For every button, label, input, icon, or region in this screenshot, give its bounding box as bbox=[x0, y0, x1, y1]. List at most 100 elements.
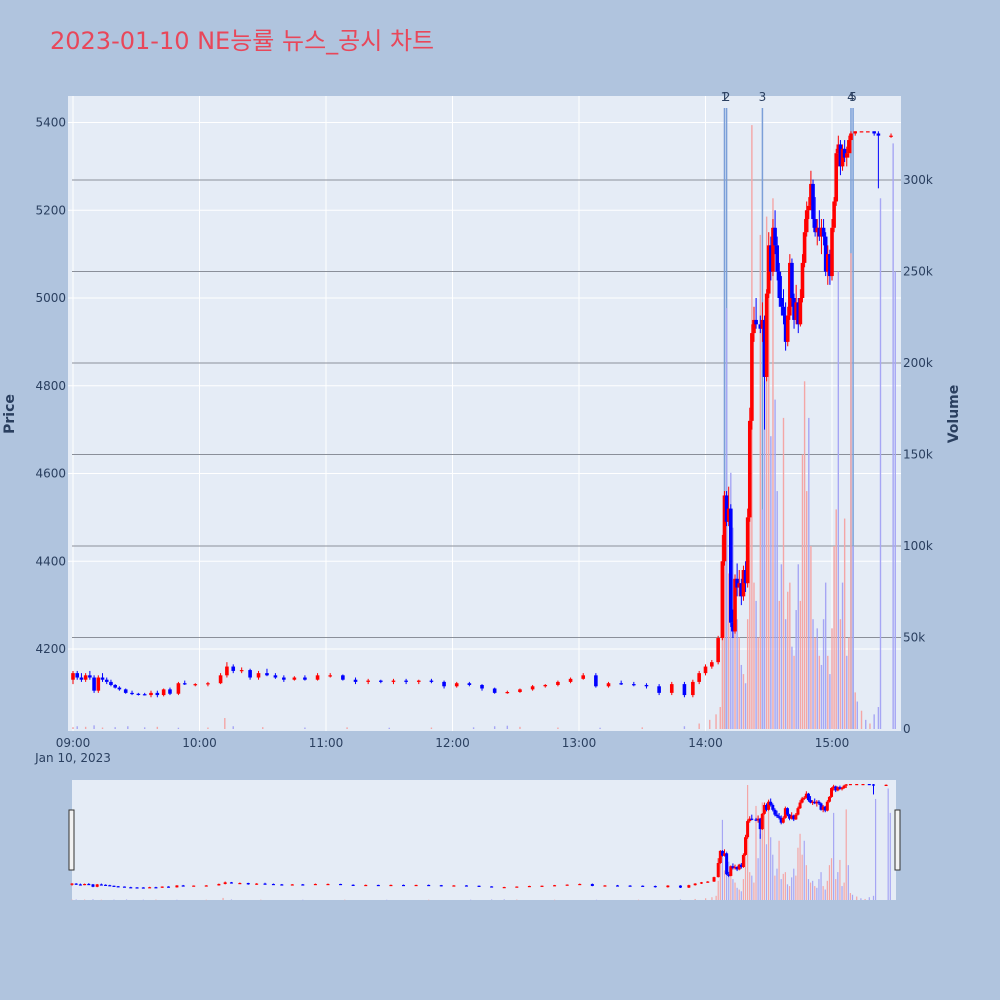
slider-candle-layer bbox=[70, 784, 888, 889]
slider-candle-body bbox=[775, 814, 779, 817]
slider-candle-body bbox=[725, 853, 729, 875]
range-slider-right-handle[interactable] bbox=[894, 809, 901, 871]
slider-candle-body bbox=[733, 867, 737, 869]
volume-bar bbox=[727, 573, 730, 729]
candle-body bbox=[353, 679, 358, 682]
slider-candle-body bbox=[376, 884, 380, 887]
slider-candle-body bbox=[263, 883, 267, 885]
volume-bar bbox=[763, 381, 766, 729]
slider-volume-bar bbox=[736, 887, 738, 900]
slider-candle-body bbox=[819, 803, 823, 810]
volume-bar bbox=[827, 655, 829, 729]
candle-body bbox=[454, 683, 459, 687]
slider-volume-bar bbox=[772, 854, 774, 900]
slider-candle-body bbox=[78, 884, 82, 886]
candle-body bbox=[79, 677, 84, 680]
volume-bar bbox=[177, 727, 180, 729]
slider-candle-body bbox=[91, 884, 95, 887]
candle-body bbox=[75, 673, 80, 678]
candle-body bbox=[830, 227, 834, 277]
slider-volume-bar bbox=[222, 897, 224, 900]
slider-volume-bar bbox=[799, 833, 801, 900]
slider-volume-bar bbox=[782, 873, 784, 900]
slider-candle-body bbox=[731, 866, 735, 868]
volume-bar bbox=[76, 726, 78, 729]
y-tick-label: 4200 bbox=[35, 642, 66, 656]
slider-volume-bar bbox=[818, 879, 820, 900]
candle-body bbox=[785, 315, 790, 342]
volume-bar bbox=[803, 381, 806, 729]
x-tick-label: 12:00 bbox=[435, 736, 470, 750]
slider-candle-body bbox=[848, 784, 852, 786]
slider-candle-body bbox=[280, 884, 284, 886]
volume-bar bbox=[852, 546, 854, 729]
volume-layer bbox=[72, 125, 896, 730]
slider-candle-body bbox=[758, 818, 762, 830]
y-tick-label: 4600 bbox=[35, 467, 66, 481]
slider-candle-body bbox=[414, 884, 418, 887]
candle-body bbox=[669, 684, 674, 693]
candle-body bbox=[96, 677, 101, 691]
candle-body bbox=[821, 227, 826, 237]
candle-body bbox=[779, 298, 784, 307]
volume-bar bbox=[789, 582, 791, 729]
slider-candle-body bbox=[95, 884, 99, 887]
slider-candle-body bbox=[756, 818, 760, 821]
slider-volume-bar bbox=[125, 899, 128, 900]
news-marker-label: 2 bbox=[723, 90, 731, 104]
slider-candle-body bbox=[806, 793, 810, 801]
slider-candle-body bbox=[141, 887, 145, 889]
slider-candle-body bbox=[792, 815, 796, 820]
slider-candle-body bbox=[809, 800, 813, 803]
slider-candle-body bbox=[490, 886, 494, 888]
volume-bar bbox=[744, 683, 747, 729]
slider-volume-bar bbox=[856, 896, 858, 900]
y2-tick-label: 50k bbox=[903, 631, 925, 645]
volume-bar bbox=[820, 664, 823, 729]
slider-candle-body bbox=[817, 801, 821, 804]
candle-body bbox=[71, 673, 75, 680]
candle-body bbox=[480, 684, 484, 689]
volume-bar bbox=[831, 628, 833, 729]
axis-layer: 4200 4400 4600 4800 5000 5200 5400 09:00 10:00 11… bbox=[35, 116, 932, 751]
volume-bar bbox=[734, 582, 736, 729]
volume-bar bbox=[799, 600, 802, 729]
y2-tick-label: 100k bbox=[903, 539, 933, 553]
volume-bar bbox=[84, 726, 87, 729]
slider-candle-body bbox=[129, 887, 133, 889]
main-plot-area[interactable] bbox=[68, 96, 901, 731]
candle-body bbox=[467, 683, 472, 685]
slider-candle-body bbox=[767, 801, 771, 810]
slider-candle-body bbox=[836, 787, 840, 791]
volume-bar bbox=[698, 723, 700, 729]
slider-volume-bar bbox=[778, 840, 780, 900]
slider-candle-body bbox=[855, 784, 859, 786]
candle-body bbox=[83, 675, 88, 680]
slider-volume-bar bbox=[503, 899, 505, 900]
slider-candle-body bbox=[798, 802, 802, 809]
candle-body bbox=[716, 638, 720, 663]
volume-bar bbox=[824, 582, 827, 729]
slider-candle-body bbox=[204, 885, 208, 887]
slider-volume-bar bbox=[113, 899, 115, 901]
y2-tick-label: 200k bbox=[903, 356, 933, 370]
candle-body bbox=[745, 517, 750, 584]
candle-body bbox=[161, 689, 166, 696]
slider-volume-bar bbox=[176, 899, 178, 901]
candle-body bbox=[788, 262, 792, 316]
volume-bar bbox=[856, 701, 858, 729]
candle-body bbox=[657, 686, 661, 693]
news-marker-label: 1 bbox=[721, 90, 729, 104]
candle-body bbox=[416, 680, 421, 682]
y-tick-label: 4800 bbox=[35, 379, 66, 393]
slider-candle-body bbox=[167, 886, 171, 888]
volume-bar bbox=[304, 727, 306, 729]
x-tick-label: 09:00 bbox=[56, 736, 91, 750]
candle-body bbox=[849, 133, 853, 141]
candle-body bbox=[225, 666, 229, 676]
volume-bar bbox=[877, 707, 880, 729]
range-slider-left-handle[interactable] bbox=[68, 809, 75, 871]
candle-body bbox=[747, 420, 752, 518]
slider-candle-body bbox=[815, 801, 819, 804]
candle-body bbox=[809, 183, 813, 206]
